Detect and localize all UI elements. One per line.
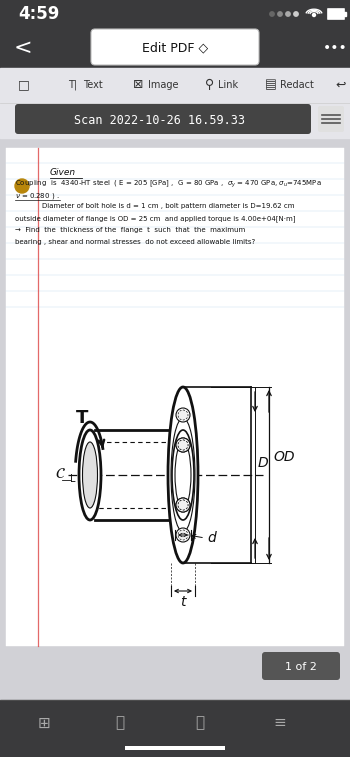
Text: L: L [70,474,76,484]
Bar [0,28,350,68]
Text: ▤: ▤ [265,79,277,92]
Bar [0,646,350,700]
Text: Diameter of bolt hole is d = 1 cm , bolt pattern diameter is D=19.62 cm: Diameter of bolt hole is d = 1 cm , bolt… [42,203,294,209]
FancyBboxPatch shape [328,8,344,20]
Ellipse shape [176,498,190,512]
Bar [344,12,346,16]
Text: →  Find  the  thickness of the  flange  t  such  that  the  maximum: → Find the thickness of the flange t suc… [15,227,245,233]
Circle shape [313,14,315,17]
Ellipse shape [178,530,188,540]
Text: Image: Image [148,80,178,90]
Text: Link: Link [218,80,238,90]
Text: Scan 2022-10-26 16.59.33: Scan 2022-10-26 16.59.33 [75,114,245,126]
Ellipse shape [79,430,101,520]
Text: •••: ••• [323,41,347,55]
Ellipse shape [178,410,188,420]
Circle shape [15,179,29,193]
Bar [0,103,350,138]
Text: $\mathcal{C}$: $\mathcal{C}$ [55,466,66,481]
Text: T: T [76,409,88,427]
Text: 1 of 2: 1 of 2 [285,662,317,672]
Ellipse shape [171,418,195,532]
Text: Coupling  is  4340-HT steel  ( E = 205 [GPa] ,  G = 80 GPa ,  $\sigma_y$ = 470 G: Coupling is 4340-HT steel ( E = 205 [GPa… [15,179,322,191]
Ellipse shape [176,438,190,452]
FancyBboxPatch shape [15,104,311,134]
Text: D: D [258,456,269,470]
Bar [0,0,350,28]
Ellipse shape [176,528,190,542]
Text: T|: T| [68,79,77,90]
Circle shape [286,12,290,16]
Text: outside diameter of flange is OD = 25 cm  and applied torque is 4.00e+04[N·m]: outside diameter of flange is OD = 25 cm… [15,215,295,222]
Circle shape [270,12,274,16]
Text: ⚲: ⚲ [205,79,214,92]
Ellipse shape [178,440,188,450]
Text: $\nu$ = 0.280 ) .: $\nu$ = 0.280 ) . [15,191,60,201]
Text: OD: OD [273,450,294,464]
Ellipse shape [176,408,190,422]
Ellipse shape [178,500,188,510]
Text: d: d [207,531,216,545]
Ellipse shape [168,387,198,563]
Bar [0,68,350,103]
Text: □: □ [18,79,30,92]
Circle shape [278,12,282,16]
Text: Given: Given [50,168,76,177]
Ellipse shape [178,500,188,510]
Text: ⊞: ⊞ [38,715,50,731]
Ellipse shape [178,440,188,450]
Text: 4:59: 4:59 [18,5,60,23]
Ellipse shape [175,442,191,508]
Ellipse shape [176,438,190,452]
Ellipse shape [172,430,194,520]
Text: ≡: ≡ [274,715,286,731]
Ellipse shape [83,442,98,508]
Text: Text: Text [83,80,103,90]
Text: <: < [14,38,33,58]
FancyBboxPatch shape [262,652,340,680]
Text: t: t [180,595,186,609]
Text: bearing , shear and normal stresses  do not exceed allowable limits?: bearing , shear and normal stresses do n… [15,239,255,245]
Bar [125,746,225,750]
Text: ⌕: ⌕ [116,715,125,731]
Text: Redact: Redact [280,80,314,90]
Ellipse shape [176,498,190,512]
Circle shape [294,12,298,16]
Text: ↩: ↩ [335,79,345,92]
Bar [6,148,344,646]
Text: ⊠: ⊠ [133,79,144,92]
FancyBboxPatch shape [318,106,344,132]
Text: 📖: 📖 [195,715,204,731]
Bar [0,700,350,757]
Bar [0,138,350,690]
FancyBboxPatch shape [91,29,259,65]
Text: Edit PDF ◇: Edit PDF ◇ [142,42,208,55]
